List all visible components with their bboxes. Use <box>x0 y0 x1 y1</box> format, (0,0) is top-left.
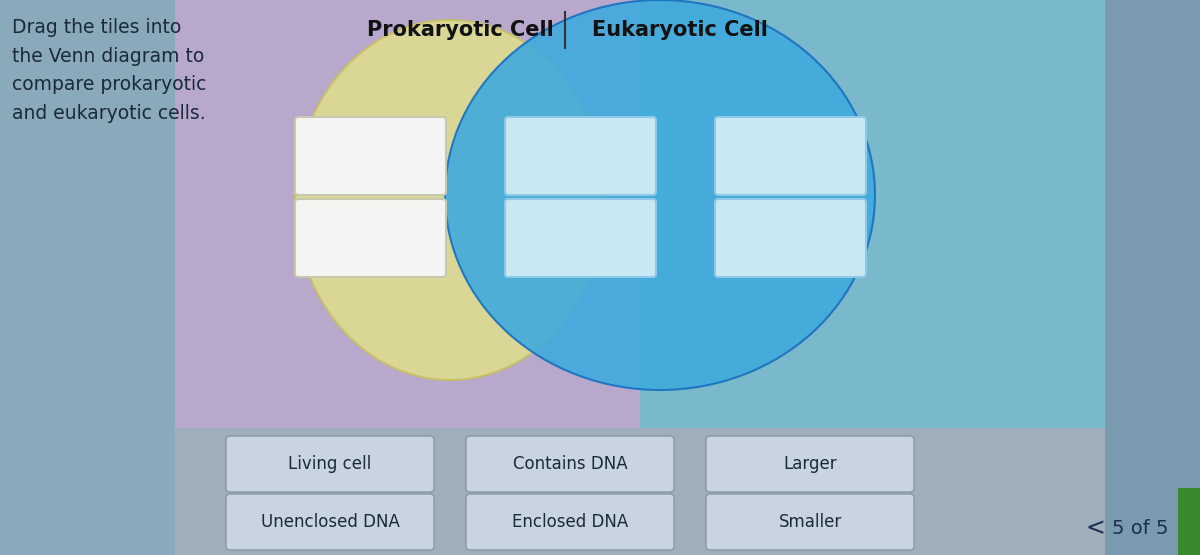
FancyBboxPatch shape <box>226 436 434 492</box>
Text: Larger: Larger <box>784 455 836 473</box>
Text: Living cell: Living cell <box>288 455 372 473</box>
FancyBboxPatch shape <box>505 117 656 195</box>
FancyBboxPatch shape <box>295 117 446 195</box>
Text: Eukaryotic Cell: Eukaryotic Cell <box>592 20 768 40</box>
Text: 5 of 5: 5 of 5 <box>1111 518 1169 537</box>
FancyBboxPatch shape <box>706 494 914 550</box>
Ellipse shape <box>445 0 875 390</box>
Bar <box>640 0 1105 430</box>
Text: <: < <box>1085 516 1105 540</box>
Text: Enclosed DNA: Enclosed DNA <box>512 513 628 531</box>
FancyBboxPatch shape <box>715 117 866 195</box>
Text: Prokaryotic Cell: Prokaryotic Cell <box>367 20 553 40</box>
Text: Smaller: Smaller <box>779 513 841 531</box>
FancyBboxPatch shape <box>466 436 674 492</box>
FancyBboxPatch shape <box>466 494 674 550</box>
Bar <box>1178 488 1200 555</box>
Bar <box>0 0 175 555</box>
FancyBboxPatch shape <box>505 199 656 277</box>
Bar <box>175 0 640 430</box>
Text: Contains DNA: Contains DNA <box>512 455 628 473</box>
Text: Drag the tiles into
the Venn diagram to
compare prokaryotic
and eukaryotic cells: Drag the tiles into the Venn diagram to … <box>12 18 206 123</box>
FancyBboxPatch shape <box>226 494 434 550</box>
FancyBboxPatch shape <box>715 199 866 277</box>
Bar <box>1105 0 1200 555</box>
FancyBboxPatch shape <box>295 199 446 277</box>
Ellipse shape <box>295 20 605 380</box>
Text: Unenclosed DNA: Unenclosed DNA <box>260 513 400 531</box>
FancyBboxPatch shape <box>706 436 914 492</box>
Bar <box>175 428 1105 555</box>
